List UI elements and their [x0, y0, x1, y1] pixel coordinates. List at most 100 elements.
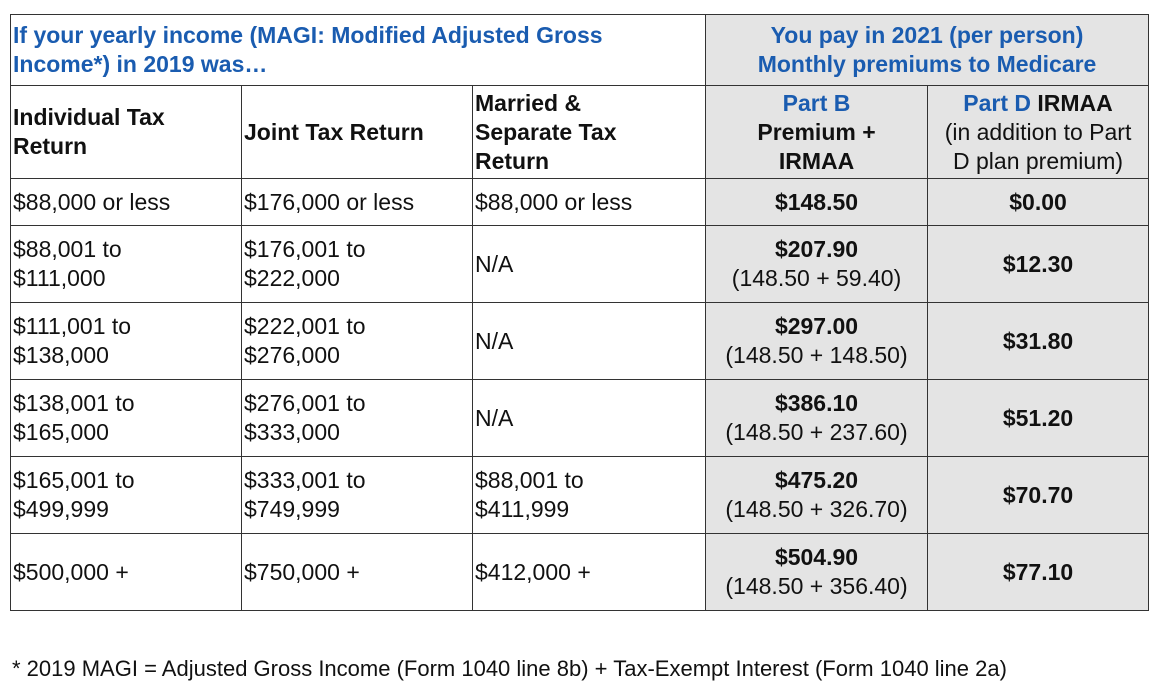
individual-text: $500,000 + — [13, 558, 129, 585]
individual-text: $138,000 — [13, 342, 109, 368]
joint-text: $749,999 — [244, 496, 340, 522]
table-row: $88,001 to $111,000 $176,001 to $222,000 N/A… — [10, 225, 1150, 303]
col-partd-line2: (in addition to Part — [944, 118, 1132, 145]
partb-total: $297.00 — [774, 313, 859, 339]
partd-cell: $12.30 — [927, 225, 1150, 303]
individual-cell: $88,001 to $111,000 — [10, 225, 242, 303]
married-text: N/A — [475, 327, 514, 354]
income-heading: If your yearly income (MAGI: Modified Ad… — [9, 14, 707, 86]
premium-heading-line1: You pay in 2021 (per person) — [770, 22, 1084, 48]
married-cell: $88,001 to $411,999 — [471, 456, 707, 534]
joint-cell: $176,000 or less — [241, 178, 473, 226]
joint-cell: $176,001 to $222,000 — [241, 225, 473, 303]
married-cell: N/A — [471, 225, 707, 303]
individual-text: $165,000 — [13, 419, 109, 445]
joint-text: $333,000 — [244, 419, 340, 445]
joint-text: $750,000 + — [244, 558, 360, 585]
partb-cell: $148.50 — [705, 178, 929, 226]
col-joint: Joint Tax Return — [241, 85, 473, 179]
col-partd-black: IRMAA — [1031, 89, 1113, 116]
partb-cell: $297.00 (148.50 + 148.50) — [705, 302, 929, 380]
partb-cell: $207.90 (148.50 + 59.40) — [705, 225, 929, 303]
partb-detail: (148.50 + 59.40) — [731, 265, 902, 291]
married-text: N/A — [475, 250, 514, 277]
partb-total: $475.20 — [774, 467, 859, 493]
col-partd-line3: D plan premium) — [953, 147, 1124, 174]
joint-cell: $222,001 to $276,000 — [241, 302, 473, 380]
individual-cell: $88,000 or less — [10, 178, 242, 226]
col-married: Married & Separate Tax Return — [471, 85, 707, 179]
joint-text: $222,001 to — [244, 313, 366, 339]
individual-text: $88,001 to — [13, 236, 122, 262]
col-married-line1: Married & — [475, 89, 582, 116]
col-partb-line1: Part B — [782, 89, 851, 116]
col-partb: Part B Premium + IRMAA — [705, 85, 929, 179]
partd-cell: $70.70 — [927, 456, 1150, 534]
married-text: $411,999 — [475, 496, 570, 522]
partb-total: $148.50 — [774, 188, 859, 215]
joint-text: $176,001 to — [244, 236, 366, 262]
individual-text: $138,001 to — [13, 390, 135, 416]
partd-cell: $0.00 — [927, 178, 1150, 226]
joint-text: $176,000 or less — [244, 188, 415, 215]
irmaa-table: If your yearly income (MAGI: Modified Ad… — [9, 14, 1150, 611]
joint-text: $276,001 to — [244, 390, 366, 416]
table-row: $138,001 to $165,000 $276,001 to $333,000 N/… — [10, 379, 1150, 457]
partd-cell: $31.80 — [927, 302, 1150, 380]
table-body: $88,000 or less $176,000 or less $88,000 o… — [10, 178, 1150, 611]
partb-cell: $504.90 (148.50 + 356.40) — [705, 533, 929, 611]
partd-cell: $77.10 — [927, 533, 1150, 611]
col-individual-line1: Individual Tax — [13, 104, 165, 130]
premium-heading-line2: Monthly premiums to Medicare — [757, 51, 1097, 77]
partb-cell: $386.10 (148.50 + 237.60) — [705, 379, 929, 457]
table-row: $88,000 or less $176,000 or less $88,000 o… — [10, 178, 1150, 226]
individual-cell: $500,000 + — [10, 533, 242, 611]
individual-text: $165,001 to — [13, 467, 135, 493]
individual-text: $111,000 — [13, 265, 106, 291]
col-partb-line2: Premium + — [757, 118, 876, 145]
col-married-line3: Return — [475, 147, 550, 174]
table-row: $165,001 to $499,999 $333,001 to $749,999 $8… — [10, 456, 1150, 534]
joint-cell: $333,001 to $749,999 — [241, 456, 473, 534]
partb-total: $207.90 — [774, 236, 859, 262]
income-heading-line2: Income*) in 2019 was… — [13, 51, 268, 77]
income-heading-line1: If your yearly income (MAGI: Modified Ad… — [13, 22, 603, 48]
column-header-row: Individual Tax Return Joint Tax Return M… — [10, 85, 1150, 179]
married-cell: N/A — [471, 379, 707, 457]
table-row: $111,001 to $138,000 $222,001 to $276,000 N/… — [10, 302, 1150, 380]
married-text: $88,000 or less — [475, 188, 633, 215]
partb-detail: (148.50 + 356.40) — [725, 573, 908, 599]
col-married-line2: Separate Tax — [475, 118, 617, 145]
joint-text: $222,000 — [244, 265, 340, 291]
joint-cell: $276,001 to $333,000 — [241, 379, 473, 457]
individual-text: $88,000 or less — [13, 188, 171, 215]
col-joint-label: Joint Tax Return — [244, 118, 424, 145]
col-individual-line2: Return — [13, 133, 88, 159]
partd-cell: $51.20 — [927, 379, 1150, 457]
individual-text: $111,001 to — [13, 313, 132, 339]
married-text: $412,000 + — [475, 558, 591, 585]
table-row: $500,000 + $750,000 + $412,000 + $504.90 (14… — [10, 533, 1150, 611]
married-text: $88,001 to — [475, 467, 584, 493]
partb-cell: $475.20 (148.50 + 326.70) — [705, 456, 929, 534]
joint-cell: $750,000 + — [241, 533, 473, 611]
partb-detail: (148.50 + 326.70) — [725, 496, 908, 522]
married-cell: $88,000 or less — [471, 178, 707, 226]
col-partd: Part D IRMAA (in addition to Part D plan… — [927, 85, 1150, 179]
individual-cell: $138,001 to $165,000 — [10, 379, 242, 457]
partb-total: $504.90 — [774, 544, 859, 570]
married-cell: $412,000 + — [471, 533, 707, 611]
married-cell: N/A — [471, 302, 707, 380]
premium-heading: You pay in 2021 (per person) Monthly pre… — [705, 14, 1150, 86]
joint-text: $333,001 to — [244, 467, 366, 493]
col-partd-blue: Part D — [963, 89, 1031, 116]
partb-detail: (148.50 + 237.60) — [725, 419, 908, 445]
col-individual: Individual Tax Return — [10, 85, 242, 179]
individual-cell: $165,001 to $499,999 — [10, 456, 242, 534]
partb-total: $386.10 — [774, 390, 859, 416]
col-partb-line3: IRMAA — [778, 147, 855, 174]
footnote: * 2019 MAGI = Adjusted Gross Income (For… — [12, 656, 1007, 681]
individual-text: $499,999 — [13, 496, 109, 522]
individual-cell: $111,001 to $138,000 — [10, 302, 242, 380]
table-header-row: If your yearly income (MAGI: Modified Ad… — [9, 14, 1150, 86]
